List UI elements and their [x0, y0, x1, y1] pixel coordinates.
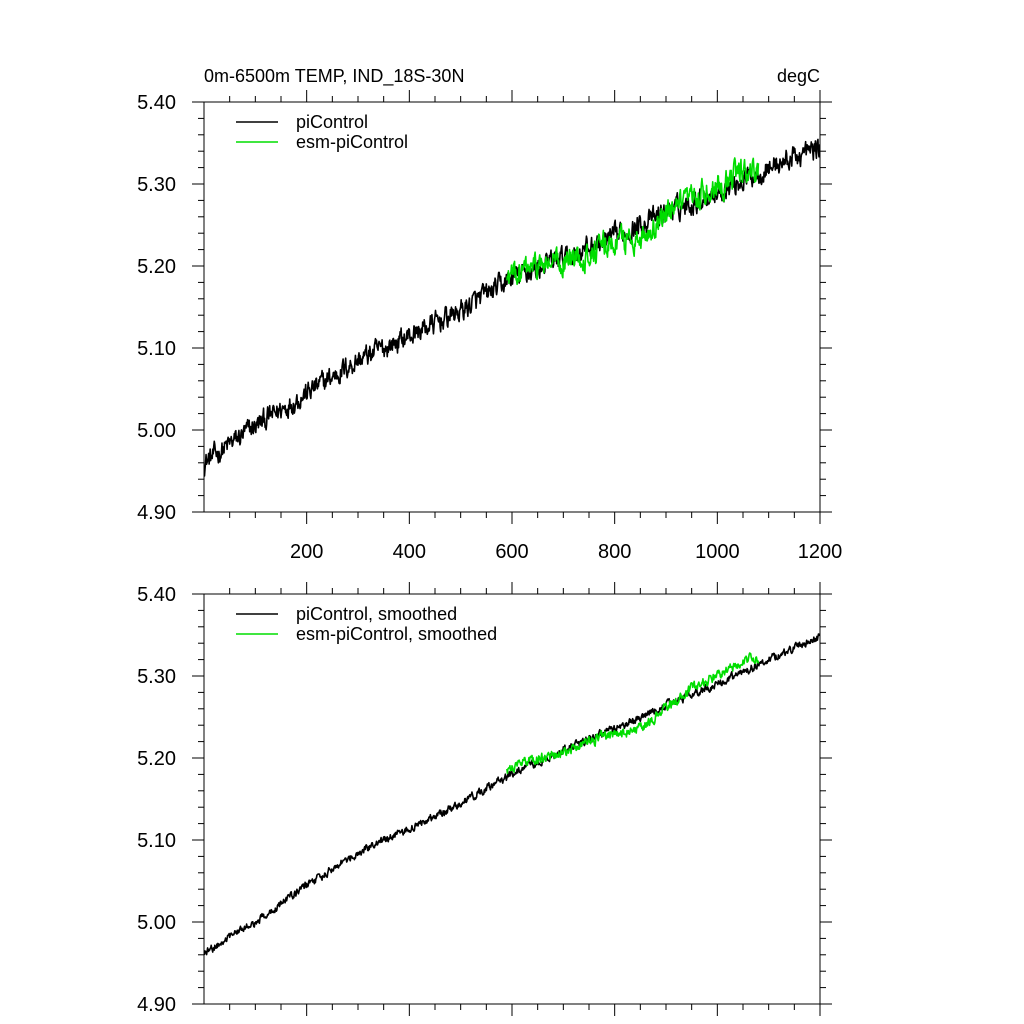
y-tick-label: 5.00	[137, 912, 176, 934]
y-tick-label: 5.00	[137, 420, 176, 442]
y-tick-label: 5.40	[137, 584, 176, 606]
series-line-top-1	[506, 157, 760, 286]
legend-label: piControl, smoothed	[296, 604, 457, 624]
top-panel: 4.90 5.00 5.10 5.20 5.30 5.40 200 400 600 800 1000…	[137, 90, 842, 563]
legend-label: piControl	[296, 112, 368, 132]
plot-frame	[203, 593, 821, 1005]
x-tick-label: 600	[495, 541, 528, 563]
legend-label: esm-piControl, smoothed	[296, 624, 497, 644]
chart-title: 0m-6500m TEMP, IND_18S-30N	[204, 66, 464, 87]
y-tick-label: 4.90	[137, 502, 176, 524]
y-tick-label: 5.20	[137, 748, 176, 770]
bottom-panel: 4.90 5.00 5.10 5.20 5.30 5.40 piControl, smoot…	[137, 582, 832, 1016]
chart-units: degC	[777, 66, 820, 86]
x-tick-label: 800	[598, 541, 631, 563]
y-tick-label: 4.90	[137, 994, 176, 1016]
plot-frame	[203, 101, 821, 513]
series-line-bottom-0	[204, 633, 820, 956]
y-tick-label: 5.20	[137, 256, 176, 278]
y-tick-label: 5.30	[137, 174, 176, 196]
series-line-bottom-1	[506, 652, 760, 775]
y-tick-label: 5.10	[137, 338, 176, 360]
x-tick-label: 1200	[798, 541, 843, 563]
x-tick-label: 1000	[695, 541, 740, 563]
x-tick-label: 200	[290, 541, 323, 563]
y-tick-label: 5.30	[137, 666, 176, 688]
legend-label: esm-piControl	[296, 132, 408, 152]
x-tick-label: 400	[393, 541, 426, 563]
y-tick-label: 5.10	[137, 830, 176, 852]
y-tick-label: 5.40	[137, 92, 176, 114]
series-line-top-0	[204, 138, 820, 477]
